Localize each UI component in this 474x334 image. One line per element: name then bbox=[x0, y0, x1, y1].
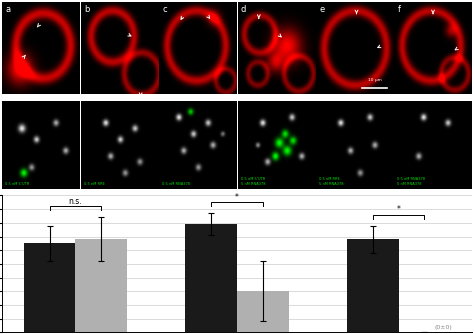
Text: n.s.: n.s. bbox=[69, 197, 82, 206]
Text: 10 μm: 10 μm bbox=[368, 78, 382, 82]
Bar bbox=[237, 291, 289, 332]
Text: (0±0): (0±0) bbox=[434, 325, 452, 330]
Bar bbox=[347, 239, 399, 332]
Text: 0.5 nM 5'UTR
5 nM RNA378: 0.5 nM 5'UTR 5 nM RNA378 bbox=[241, 177, 265, 186]
Text: 0.5 nM 5'UTR: 0.5 nM 5'UTR bbox=[6, 182, 30, 186]
Text: c: c bbox=[162, 5, 167, 14]
Text: 0.5 nM RNA378: 0.5 nM RNA378 bbox=[162, 182, 190, 186]
Text: 0.5 nM RNA378
5 nM RNA378: 0.5 nM RNA378 5 nM RNA378 bbox=[398, 177, 426, 186]
Text: 0.5 nM RRE
5 nM RNA378: 0.5 nM RRE 5 nM RNA378 bbox=[319, 177, 344, 186]
Bar bbox=[24, 243, 75, 332]
Text: f: f bbox=[398, 5, 401, 14]
Text: e: e bbox=[319, 5, 324, 14]
Text: 0.5 nM RRE: 0.5 nM RRE bbox=[84, 182, 105, 186]
Text: a: a bbox=[6, 5, 10, 14]
Bar bbox=[75, 239, 127, 332]
Text: b: b bbox=[84, 5, 89, 14]
Bar bbox=[185, 224, 237, 332]
Text: d: d bbox=[241, 5, 246, 14]
Text: *: * bbox=[235, 193, 239, 202]
Text: *: * bbox=[397, 205, 401, 214]
